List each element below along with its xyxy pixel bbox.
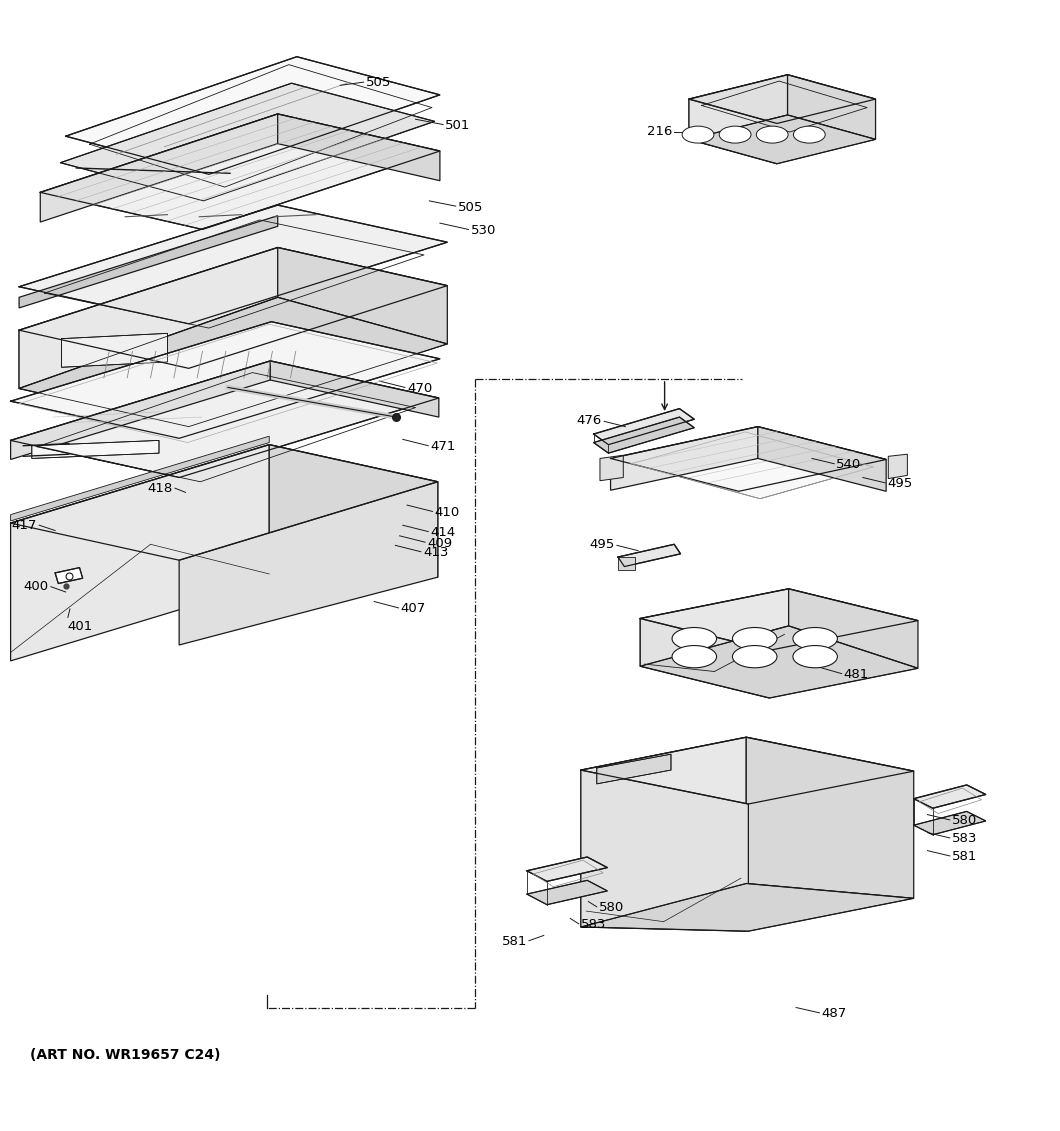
Polygon shape <box>581 737 914 804</box>
Polygon shape <box>640 589 789 666</box>
Ellipse shape <box>793 628 837 650</box>
Text: 417: 417 <box>12 519 37 532</box>
Text: 495: 495 <box>887 477 913 491</box>
Ellipse shape <box>672 646 717 667</box>
Text: 505: 505 <box>366 76 391 88</box>
Polygon shape <box>269 444 438 582</box>
Polygon shape <box>11 437 269 521</box>
Polygon shape <box>689 100 777 164</box>
Polygon shape <box>40 114 440 230</box>
Polygon shape <box>11 361 270 459</box>
Text: 216: 216 <box>647 126 672 138</box>
Polygon shape <box>19 248 278 388</box>
Polygon shape <box>597 754 671 784</box>
Polygon shape <box>689 75 876 123</box>
Polygon shape <box>66 57 440 174</box>
Text: 501: 501 <box>445 119 471 132</box>
Polygon shape <box>19 297 447 426</box>
Polygon shape <box>278 248 447 344</box>
Polygon shape <box>640 589 918 650</box>
Polygon shape <box>914 785 986 809</box>
Text: 407: 407 <box>401 603 426 615</box>
Polygon shape <box>19 216 278 308</box>
Polygon shape <box>61 334 167 368</box>
Text: 471: 471 <box>430 440 456 454</box>
Polygon shape <box>19 248 447 369</box>
Polygon shape <box>55 568 83 584</box>
Text: 581: 581 <box>501 935 527 948</box>
Polygon shape <box>527 880 607 905</box>
Polygon shape <box>789 589 918 668</box>
Text: 583: 583 <box>581 918 606 931</box>
Polygon shape <box>640 625 918 698</box>
Polygon shape <box>581 770 748 931</box>
Polygon shape <box>32 440 159 458</box>
Polygon shape <box>914 811 986 835</box>
Polygon shape <box>527 857 607 881</box>
Text: 481: 481 <box>844 668 869 681</box>
Ellipse shape <box>732 628 777 650</box>
Polygon shape <box>618 558 635 570</box>
Text: 410: 410 <box>435 506 460 519</box>
Text: 400: 400 <box>23 580 49 593</box>
Text: 487: 487 <box>822 1008 847 1020</box>
Text: (ART NO. WR19657 C24): (ART NO. WR19657 C24) <box>30 1048 220 1062</box>
Ellipse shape <box>732 646 777 667</box>
Text: 470: 470 <box>407 382 432 395</box>
Ellipse shape <box>719 127 750 144</box>
Polygon shape <box>581 883 914 931</box>
Polygon shape <box>888 455 907 478</box>
Polygon shape <box>11 444 438 560</box>
Polygon shape <box>19 330 189 426</box>
Polygon shape <box>632 432 873 499</box>
Text: 583: 583 <box>952 832 977 846</box>
Text: 581: 581 <box>952 851 977 863</box>
Text: 505: 505 <box>458 200 483 214</box>
Ellipse shape <box>683 127 714 144</box>
Polygon shape <box>60 84 435 201</box>
Polygon shape <box>788 75 876 139</box>
Polygon shape <box>640 619 770 698</box>
Polygon shape <box>618 544 681 567</box>
Polygon shape <box>11 321 440 439</box>
Text: 476: 476 <box>577 414 602 426</box>
Text: 409: 409 <box>427 537 453 550</box>
Polygon shape <box>758 426 886 491</box>
Ellipse shape <box>672 628 717 650</box>
Polygon shape <box>40 114 278 222</box>
Text: 414: 414 <box>430 526 456 539</box>
Polygon shape <box>179 482 438 645</box>
Text: 540: 540 <box>836 458 862 472</box>
Text: 418: 418 <box>147 482 173 494</box>
Text: 580: 580 <box>599 901 624 914</box>
Ellipse shape <box>793 127 825 144</box>
Text: 413: 413 <box>423 546 448 560</box>
Polygon shape <box>594 408 694 444</box>
Polygon shape <box>581 737 746 927</box>
Polygon shape <box>600 456 623 481</box>
Text: 530: 530 <box>471 224 496 238</box>
Polygon shape <box>746 737 914 898</box>
Ellipse shape <box>756 127 788 144</box>
Polygon shape <box>689 115 876 164</box>
Polygon shape <box>611 426 758 490</box>
Text: 580: 580 <box>952 814 977 828</box>
Polygon shape <box>689 75 788 139</box>
Polygon shape <box>19 205 447 323</box>
Ellipse shape <box>793 646 837 667</box>
Polygon shape <box>11 361 439 477</box>
Text: 401: 401 <box>68 620 93 632</box>
Polygon shape <box>11 444 269 661</box>
Polygon shape <box>594 417 694 454</box>
Polygon shape <box>278 114 440 181</box>
Polygon shape <box>611 426 886 491</box>
Polygon shape <box>270 361 439 417</box>
Text: 495: 495 <box>589 538 615 551</box>
